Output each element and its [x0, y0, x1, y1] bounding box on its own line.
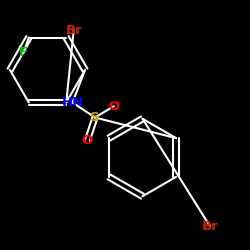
Text: O: O — [108, 100, 120, 113]
Text: Br: Br — [66, 24, 82, 36]
Text: Br: Br — [202, 220, 218, 233]
Text: F: F — [19, 46, 28, 59]
Text: O: O — [82, 134, 93, 146]
Text: HN: HN — [62, 96, 84, 109]
Text: S: S — [90, 111, 100, 124]
